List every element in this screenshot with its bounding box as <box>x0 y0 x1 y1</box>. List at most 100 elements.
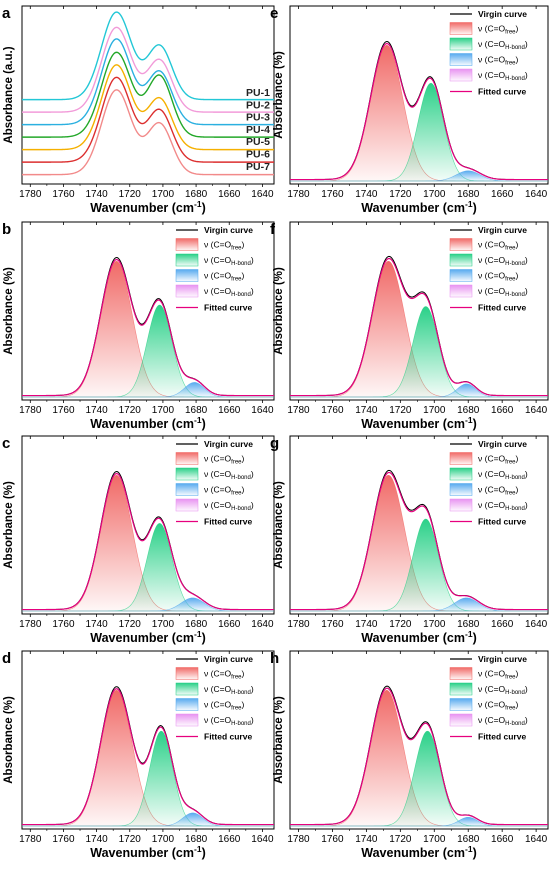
legend-text: Virgin curve <box>204 439 253 449</box>
x-tick-label: 1640 <box>525 405 548 416</box>
series-label: PU-2 <box>246 99 270 111</box>
x-tick-label: 1700 <box>423 619 446 630</box>
x-tick-label: 1740 <box>85 189 108 200</box>
x-tick-label: 1720 <box>119 834 142 845</box>
legend-text: ν (C=Ofree) <box>204 700 245 712</box>
x-tick-label: 1680 <box>185 189 208 200</box>
x-tick-label: 1640 <box>251 189 274 200</box>
x-tick-label: 1780 <box>19 619 42 630</box>
legend-swatch-free <box>449 22 473 35</box>
x-tick-label: 1660 <box>491 834 514 845</box>
fitted-curve <box>290 42 548 181</box>
plot-frame <box>289 435 549 615</box>
legend-text: ν (C=Ofree) <box>204 271 245 283</box>
y-axis-label: Absorbance (%) <box>3 267 15 355</box>
legend-text: ν (C=Ofree) <box>478 24 519 36</box>
series-pu-6 <box>22 76 274 163</box>
panel-a: 1780 1760 1740 1720 1700 1680 1660 1640 Wavenumb… <box>2 5 275 215</box>
fitted-curve <box>22 258 274 397</box>
x-tick-label: 1660 <box>218 189 241 200</box>
legend-text: ν (C=OH-bond) <box>478 469 528 481</box>
x-tick-label: 1640 <box>525 834 548 845</box>
band-free2 <box>22 382 274 398</box>
legend-text: ν (C=OH-bond) <box>478 684 528 696</box>
x-tick-label: 1660 <box>218 405 241 416</box>
legend-text: Virgin curve <box>204 654 253 664</box>
x-tick-label: 1760 <box>321 189 344 200</box>
legend-swatch-hbond <box>449 682 473 696</box>
x-tick-label: 1700 <box>152 619 175 630</box>
series-label: PU-3 <box>246 112 270 124</box>
legend-text: Virgin curve <box>478 654 527 664</box>
legend-text: Virgin curve <box>204 225 253 235</box>
band-free2 <box>22 812 274 827</box>
x-tick-label: 1640 <box>525 619 548 630</box>
legend: Virgin curve ν (C=Ofree) ν (C=OH-bond) ν (C… <box>175 439 254 527</box>
panel-letter: h <box>270 650 279 667</box>
fitted-curve <box>290 257 548 397</box>
x-tick-label: 1740 <box>85 834 108 845</box>
x-tick-label: 1680 <box>185 619 208 630</box>
x-tick-label: 1640 <box>251 834 274 845</box>
panel-e: 1780 1760 1740 1720 1700 1680 1660 1640 Wavenumb… <box>270 5 549 215</box>
x-axis-label: Wavenumber (cm-1) <box>90 844 205 860</box>
y-axis-label: Absorbance (%) <box>273 267 285 355</box>
legend-swatch-free <box>175 238 199 251</box>
x-tick-label: 1740 <box>355 834 378 845</box>
x-tick-label: 1720 <box>389 405 412 416</box>
panel-letter: a <box>2 5 11 22</box>
legend-swatch-hbond <box>175 682 199 696</box>
x-axis-label: Wavenumber (cm-1) <box>90 629 205 645</box>
x-tick-label: 1680 <box>457 834 480 845</box>
legend-text: ν (C=Ofree) <box>478 240 519 252</box>
band-hbond <box>22 523 274 612</box>
legend-text: ν (C=OH-bond) <box>204 286 254 298</box>
legend-text: Virgin curve <box>478 225 527 235</box>
x-tick-label: 1780 <box>287 189 310 200</box>
x-tick-label: 1720 <box>119 405 142 416</box>
legend-swatch-free <box>449 238 473 251</box>
plot-frame <box>289 5 549 185</box>
band-hbond <box>290 306 548 398</box>
x-tick-label: 1780 <box>19 189 42 200</box>
x-tick-label: 1780 <box>287 834 310 845</box>
x-tick-label: 1640 <box>251 619 274 630</box>
legend-swatch-free2 <box>449 698 473 711</box>
y-axis-label: Absorbance (%) <box>273 51 285 139</box>
legend-text: Fitted curve <box>204 303 252 313</box>
legend-text: ν (C=Ofree) <box>204 240 245 252</box>
plot-frame <box>21 221 275 401</box>
legend-text: Fitted curve <box>478 732 526 742</box>
legend-swatch-hbond2 <box>175 498 199 512</box>
x-tick-label: 1720 <box>119 189 142 200</box>
legend-text: ν (C=OH-bond) <box>478 255 528 267</box>
plot-frame <box>289 650 549 830</box>
fitted-curve <box>22 472 274 611</box>
legend-text: Fitted curve <box>478 517 526 527</box>
legend: Virgin curve ν (C=Ofree) ν (C=OH-bond) ν (C… <box>449 225 528 313</box>
panel-g: 1780 1760 1740 1720 1700 1680 1660 1640 Wavenumb… <box>270 435 549 645</box>
legend-swatch-hbond <box>449 253 473 267</box>
legend-text: ν (C=Ofree) <box>478 271 519 283</box>
legend-swatch-hbond <box>449 37 473 51</box>
y-axis-label: Absorbance (%) <box>3 481 15 569</box>
panel-h: 1780 1760 1740 1720 1700 1680 1660 1640 Wavenumb… <box>270 650 549 860</box>
x-tick-label: 1760 <box>321 834 344 845</box>
x-tick-label: 1660 <box>218 619 241 630</box>
legend-text: ν (C=OH-bond) <box>478 715 528 727</box>
series-pu-3 <box>22 38 274 126</box>
band-free2 <box>290 597 548 612</box>
band-free2 <box>290 383 548 398</box>
x-axis-label: Wavenumber (cm-1) <box>361 629 476 645</box>
y-axis-label: Absorbance (%) <box>273 696 285 784</box>
legend-swatch-free2 <box>449 53 473 66</box>
legend-swatch-free2 <box>449 483 473 496</box>
legend-text: ν (C=OH-bond) <box>478 286 528 298</box>
y-axis-label: Absorbance (%) <box>3 696 15 784</box>
plot-frame <box>21 435 275 615</box>
legend-swatch-free2 <box>175 698 199 711</box>
x-tick-label: 1640 <box>251 405 274 416</box>
legend-text: ν (C=OH-bond) <box>478 70 528 82</box>
legend-swatch-hbond <box>449 467 473 481</box>
panel-letter: e <box>270 5 278 22</box>
